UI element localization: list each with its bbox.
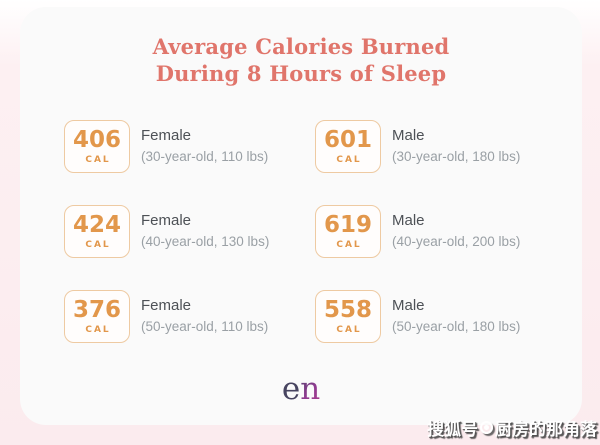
entry-detail: (30-year-old, 110 lbs) xyxy=(141,149,269,165)
calorie-value: 406 xyxy=(72,126,121,153)
calorie-entry-female-50: 376 CAL Female (50-year-old, 110 lbs) xyxy=(64,290,315,343)
entry-detail: (30-year-old, 180 lbs) xyxy=(392,149,521,165)
calorie-unit: CAL xyxy=(85,324,111,335)
calorie-entry-male-50: 558 CAL Male (50-year-old, 180 lbs) xyxy=(315,290,582,343)
entry-text: Female (50-year-old, 110 lbs) xyxy=(141,297,268,335)
entry-text: Male (40-year-old, 200 lbs) xyxy=(392,212,520,250)
calorie-badge: 558 CAL xyxy=(315,290,381,343)
entry-gender: Male xyxy=(392,127,425,145)
calorie-value: 619 xyxy=(323,211,372,238)
calorie-unit: CAL xyxy=(85,154,111,165)
entry-text: Male (30-year-old, 180 lbs) xyxy=(392,127,520,165)
infographic-card: Average Calories Burned During 8 Hours o… xyxy=(20,7,582,425)
entry-detail: (50-year-old, 110 lbs) xyxy=(141,319,269,335)
brand-logo-letter-n: n xyxy=(300,371,321,407)
entry-text: Male (50-year-old, 180 lbs) xyxy=(392,297,520,335)
calorie-badge: 619 CAL xyxy=(315,205,381,258)
title-line-1: Average Calories Burned xyxy=(152,34,450,59)
calorie-badge: 601 CAL xyxy=(315,120,381,173)
calorie-badge: 424 CAL xyxy=(64,205,130,258)
entry-gender: Male xyxy=(392,297,425,315)
entry-text: Female (40-year-old, 130 lbs) xyxy=(141,212,269,250)
brand-logo: en xyxy=(20,374,582,405)
entry-detail: (40-year-old, 130 lbs) xyxy=(141,234,270,250)
calorie-entry-female-30: 406 CAL Female (30-year-old, 110 lbs) xyxy=(64,120,315,173)
sohu-watermark: 搜狐号 厨房的那角落 xyxy=(427,415,597,440)
calorie-value: 558 xyxy=(323,296,372,323)
calorie-entry-male-30: 601 CAL Male (30-year-old, 180 lbs) xyxy=(315,120,582,173)
entry-gender: Female xyxy=(141,297,192,315)
entry-gender: Male xyxy=(392,212,425,230)
entry-gender: Female xyxy=(141,127,192,145)
watermark-prefix: 搜狐号 xyxy=(427,420,478,439)
calorie-value: 376 xyxy=(72,296,121,323)
calorie-entry-male-40: 619 CAL Male (40-year-old, 200 lbs) xyxy=(315,205,582,258)
entry-detail: (40-year-old, 200 lbs) xyxy=(392,234,521,250)
entry-detail: (50-year-old, 180 lbs) xyxy=(392,319,521,335)
page-title: Average Calories Burned During 8 Hours o… xyxy=(20,33,582,87)
calorie-badge: 406 CAL xyxy=(64,120,130,173)
calorie-value: 424 xyxy=(72,211,121,238)
calorie-badge: 376 CAL xyxy=(64,290,130,343)
calorie-unit: CAL xyxy=(336,154,362,165)
entry-text: Female (30-year-old, 110 lbs) xyxy=(141,127,268,165)
brand-logo-letter-e: e xyxy=(281,371,301,407)
calorie-entries-grid: 406 CAL Female (30-year-old, 110 lbs) 60… xyxy=(64,120,582,343)
calorie-unit: CAL xyxy=(336,324,362,335)
watermark-suffix: 厨房的那角落 xyxy=(495,420,597,439)
entry-gender: Female xyxy=(141,212,192,230)
sohu-logo-icon xyxy=(480,421,493,434)
calorie-unit: CAL xyxy=(336,239,362,250)
calorie-unit: CAL xyxy=(85,239,111,250)
calorie-value: 601 xyxy=(323,126,372,153)
calorie-entry-female-40: 424 CAL Female (40-year-old, 130 lbs) xyxy=(64,205,315,258)
title-line-2: During 8 Hours of Sleep xyxy=(155,61,447,86)
